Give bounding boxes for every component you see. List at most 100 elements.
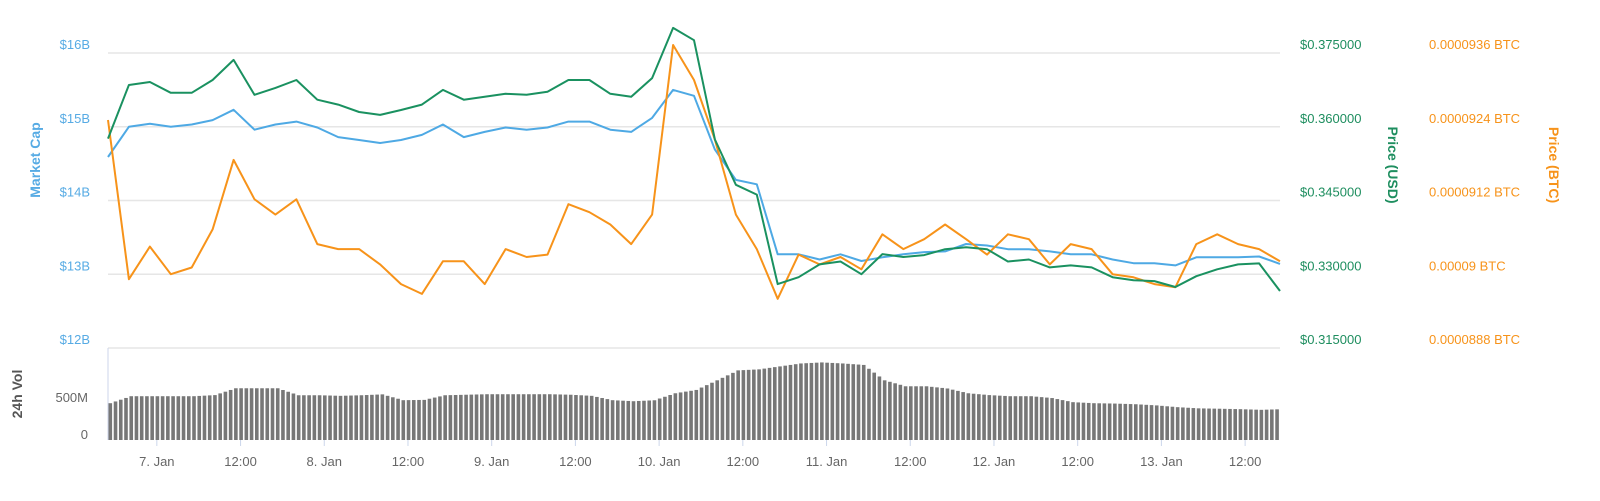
volume-bar: [495, 394, 500, 440]
volume-bar: [898, 384, 903, 440]
volume-bar: [1008, 396, 1013, 440]
volume-bar: [307, 395, 311, 440]
volume-bar: [997, 395, 1002, 440]
x-tick-label: 12:00: [1061, 454, 1094, 469]
volume-bar: [610, 400, 615, 440]
x-tick-label: 10. Jan: [638, 454, 681, 469]
price-usd-tick-label: $0.330000: [1300, 258, 1361, 273]
volume-bar: [349, 395, 353, 440]
volume-bar: [914, 386, 918, 440]
volume-bar: [825, 362, 829, 440]
volume-bar: [1045, 397, 1049, 440]
volume-bar: [1029, 396, 1033, 440]
volume-bar: [479, 394, 484, 440]
volume-bar: [139, 396, 144, 440]
volume-bar: [521, 394, 526, 440]
volume-bar: [636, 400, 641, 440]
volume-bar: [453, 394, 458, 440]
volume-bar: [584, 395, 589, 440]
market-cap-line: [107, 88, 1281, 267]
volume-bar: [537, 394, 542, 440]
volume-bar: [396, 398, 400, 440]
volume-bar: [605, 399, 610, 440]
volume-bar: [1249, 409, 1253, 440]
x-tick-label: 12:00: [894, 454, 927, 469]
volume-bar: [1018, 396, 1023, 440]
volume-bar: [1050, 398, 1054, 440]
volume-bar: [1060, 400, 1065, 440]
volume-bar: [218, 393, 222, 440]
price-btc-line: [107, 44, 1281, 300]
volume-bar: [799, 363, 803, 440]
volume-bar: [631, 401, 636, 440]
volume-bar: [945, 388, 950, 440]
volume-bar: [746, 369, 751, 440]
volume-bar: [417, 399, 421, 440]
volume-bar: [234, 388, 238, 440]
volume-bar: [882, 380, 887, 440]
market-cap-tick-label: $12B: [60, 332, 90, 347]
volume-bar: [1254, 409, 1258, 440]
volume-bar: [1081, 402, 1086, 440]
volume-bar: [835, 363, 840, 440]
volume-bar: [213, 395, 217, 440]
volume-bar: [820, 362, 824, 440]
market-cap-tick-label: $14B: [60, 185, 90, 200]
volume-bar: [490, 394, 495, 440]
volume-bar: [516, 394, 521, 440]
volume-bar: [977, 394, 981, 440]
volume-bar: [1228, 408, 1232, 440]
volume-bar: [1086, 402, 1091, 440]
price-usd-tick-label: $0.375000: [1300, 37, 1361, 52]
volume-bar: [244, 388, 249, 440]
volume-bar: [1217, 408, 1222, 440]
volume-bar: [909, 386, 913, 440]
volume-bar: [783, 365, 788, 440]
volume-bar: [924, 386, 929, 440]
volume-tick-label: 0: [81, 427, 88, 442]
volume-bar: [804, 363, 808, 440]
volume-bar: [532, 394, 536, 440]
volume-bar: [699, 387, 704, 440]
volume-bar: [741, 370, 746, 440]
grid-lines: [107, 52, 1280, 446]
volume-bar: [652, 400, 657, 440]
volume-bar: [888, 381, 892, 440]
price-usd-line: [107, 26, 1281, 292]
price-usd-axis-title: Price (USD): [1385, 126, 1401, 203]
price-btc-tick-label: 0.0000936 BTC: [1429, 37, 1520, 52]
volume-bar: [956, 390, 960, 440]
volume-bar: [1259, 409, 1264, 440]
volume-tick-label: 500M: [55, 390, 88, 405]
volume-bar: [438, 396, 442, 440]
volume-bar: [689, 390, 693, 440]
volume-bar: [663, 396, 667, 440]
volume-bar: [1123, 403, 1128, 440]
volume-bar: [296, 395, 301, 440]
volume-bar: [752, 369, 756, 440]
volume-bar: [364, 395, 369, 440]
volume-bar: [186, 396, 191, 440]
market-cap-tick-label: $13B: [60, 258, 90, 273]
volume-bar: [710, 382, 714, 440]
volume-bar: [731, 372, 735, 440]
volume-bar: [1034, 396, 1039, 440]
volume-bar: [762, 368, 767, 440]
volume-bar: [275, 388, 280, 440]
volume-bar: [772, 367, 777, 440]
volume-bar: [736, 370, 740, 440]
volume-bar: [1065, 401, 1070, 440]
volume-bar: [767, 367, 772, 440]
volume-bar: [903, 386, 908, 440]
volume-bar: [448, 395, 453, 440]
volume-bar: [291, 393, 296, 440]
volume-bar: [124, 397, 128, 440]
volume-bar: [1270, 409, 1274, 440]
volume-bar: [657, 398, 662, 440]
volume-bar: [1275, 409, 1279, 440]
volume-bar: [202, 395, 207, 440]
volume-bar: [249, 388, 254, 440]
volume-bar: [548, 394, 552, 440]
x-tick-label: 12:00: [727, 454, 760, 469]
volume-bar: [553, 394, 557, 440]
